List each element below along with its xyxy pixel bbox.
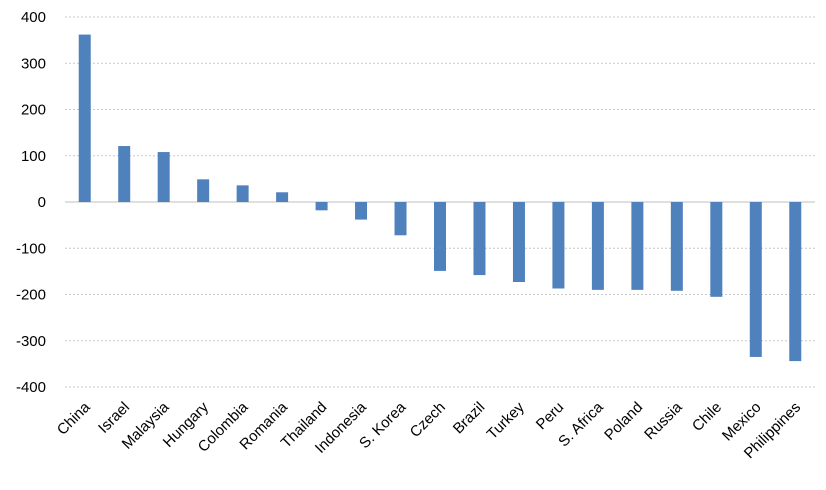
bar-hungary: [197, 179, 210, 202]
bar-russia: [670, 202, 683, 291]
bar-philippines: [789, 202, 802, 362]
bar-peru: [552, 202, 565, 289]
y-axis-tick-labels: 400 300 200 100 0 -100 -200 -300 -400: [16, 9, 46, 396]
bar-colombia: [236, 185, 249, 202]
category-label: S. Africa: [555, 398, 607, 450]
y-tick-label: -300: [16, 333, 46, 350]
bar-s-africa: [591, 202, 604, 290]
bar-czech: [434, 202, 446, 271]
bar-indonesia: [355, 202, 368, 220]
bar-poland: [631, 202, 644, 290]
bar-s-korea: [394, 202, 407, 236]
y-tick-label: -100: [16, 240, 46, 257]
category-label: Peru: [533, 399, 567, 433]
category-labels: China IsraelMalaysiaHungaryColombiaRomani…: [54, 398, 804, 462]
bar-malaysia: [157, 152, 170, 202]
category-label: Poland: [601, 399, 646, 444]
bar-thailand: [315, 202, 328, 211]
y-tick-label: 300: [21, 55, 46, 72]
y-tick-label: 100: [21, 148, 46, 165]
category-label: Turkey: [484, 398, 528, 442]
y-tick-label: 0: [38, 194, 46, 211]
bars: [78, 34, 802, 362]
bar-romania: [276, 192, 289, 202]
category-label: China: [54, 398, 94, 438]
category-label: Czech: [407, 399, 449, 441]
bar-china: [78, 34, 91, 203]
category-label: Russia: [641, 398, 686, 443]
bar-turkey: [512, 202, 525, 283]
bar-brazil: [473, 202, 486, 276]
y-tick-label: -200: [16, 287, 46, 304]
category-label: Brazil: [450, 399, 489, 438]
bar-israel: [118, 146, 131, 202]
bar-mexico: [749, 202, 762, 357]
y-tick-label: 400: [21, 9, 46, 26]
bar-chile: [710, 202, 723, 297]
y-tick-label: 200: [21, 102, 46, 119]
y-tick-label: -400: [16, 379, 46, 396]
category-label: Chile: [689, 399, 725, 435]
